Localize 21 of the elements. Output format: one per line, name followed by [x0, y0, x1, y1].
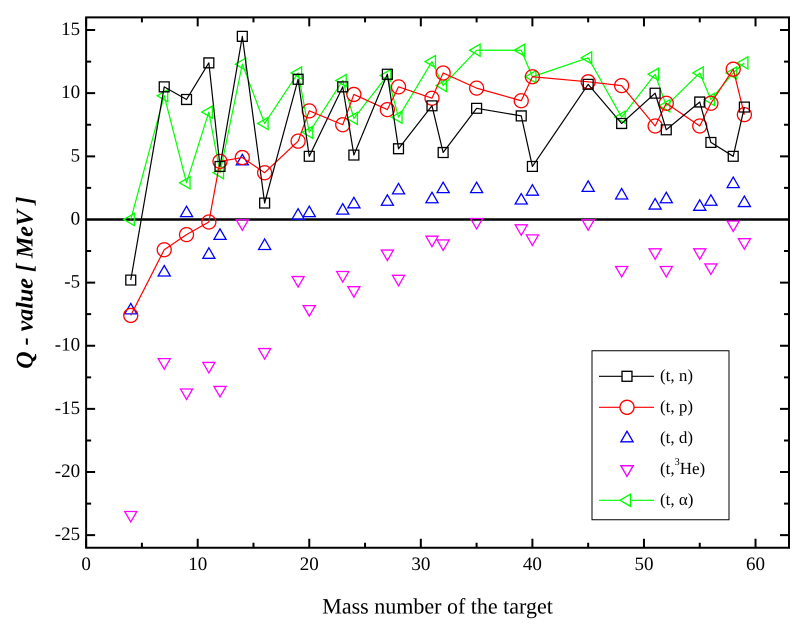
- y-tick-label: 0: [70, 208, 80, 230]
- x-tick-label: 40: [522, 554, 542, 576]
- y-tick-label: 5: [70, 145, 80, 166]
- x-axis-title: Mass number of the target: [322, 594, 553, 619]
- y-tick-label: -10: [54, 334, 80, 356]
- legend-label: (t, p): [660, 396, 694, 416]
- x-tick-label: 60: [746, 554, 766, 576]
- x-tick-label: 10: [188, 554, 208, 576]
- y-tick-label: -15: [54, 398, 80, 419]
- x-tick-label: 30: [411, 554, 430, 576]
- y-tick-label: -20: [54, 461, 80, 482]
- y-tick-label: 10: [61, 82, 80, 104]
- y-tick-label: 15: [61, 19, 80, 40]
- x-tick-label: 50: [634, 554, 654, 576]
- legend-label: (t, α): [660, 490, 694, 509]
- y-axis-title: Q - value [ MeV ]: [12, 196, 39, 369]
- legend-label: (t, d): [660, 428, 694, 447]
- legend-label: (t, n): [660, 366, 694, 385]
- x-tick-label: 20: [300, 554, 319, 576]
- y-tick-label: -25: [54, 524, 80, 546]
- y-tick-label: -5: [64, 272, 80, 293]
